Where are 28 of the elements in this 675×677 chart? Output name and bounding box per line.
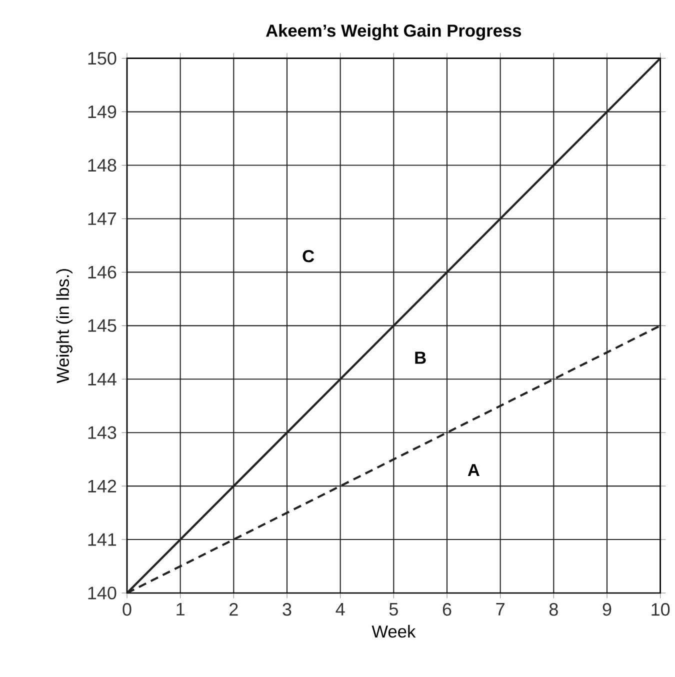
x-tick-label: 6 (442, 603, 452, 616)
x-tick-label: 8 (549, 603, 558, 616)
y-tick-label: 149 (88, 105, 116, 118)
x-tick-label: 0 (122, 603, 132, 616)
annotation: A (468, 464, 480, 476)
y-tick-label: 143 (88, 426, 116, 439)
y-tick-label: 150 (88, 52, 116, 65)
chart-title: Akeem’s Weight Gain Progress (266, 24, 522, 40)
annotation: B (415, 352, 426, 364)
x-tick-label: 9 (602, 603, 612, 616)
y-tick-label: 145 (88, 319, 116, 332)
y-tick-label: 142 (88, 480, 116, 492)
x-tick-label: 5 (389, 603, 398, 616)
y-tick-label: 146 (88, 266, 116, 279)
y-tick-label: 141 (88, 533, 116, 546)
y-tick-label: 148 (88, 158, 116, 172)
y-tick-label: 144 (88, 372, 116, 386)
x-tick-label: 10 (652, 603, 670, 616)
x-tick-label: 7 (496, 603, 504, 616)
x-tick-label: 2 (230, 603, 238, 616)
x-tick-label: 1 (176, 603, 184, 616)
y-tick-label: 140 (88, 586, 116, 600)
annotation: C (302, 250, 314, 262)
x-tick-label: 3 (282, 603, 292, 616)
x-axis-title: Week (372, 624, 416, 638)
x-tick-label: 4 (336, 603, 345, 616)
y-axis-title: Weight (in lbs.) (56, 269, 72, 384)
y-tick-label: 147 (88, 212, 116, 225)
